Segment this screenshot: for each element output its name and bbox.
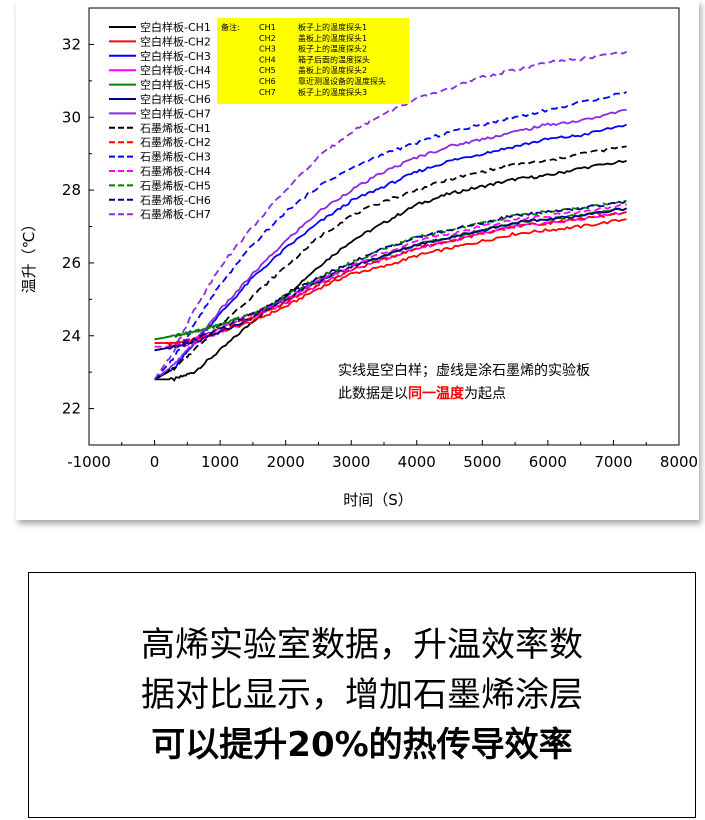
series-line-5 [154,207,627,341]
legend-entry-1: 空白样板-CH1 [140,20,211,34]
summary-line-3: 可以提升20%的热传导效率 [151,725,573,765]
legend-entry-10: 石墨烯板-CH3 [140,150,211,164]
note-desc-6: 靠近测温设备的温度探头 [298,76,386,86]
legend-entry-2: 空白样板-CH2 [140,34,211,48]
note-channel-1: CH1 [259,23,276,32]
x-tick-label: -1000 [67,453,111,471]
note-desc-1: 板子上的温度探头1 [298,22,367,32]
y-tick-label: 22 [62,400,81,418]
note-channel-2: CH2 [259,34,276,43]
series-line-7 [154,109,627,381]
summary-line-2: 据对比显示，增加石墨烯涂层 [141,675,583,715]
summary-box: 高烯实验室数据，升温效率数 据对比显示，增加石墨烯涂层 可以提升20%的热传导效… [28,572,696,818]
chart-panel: -1000 0 1000 2000 3000 4000 5000 6000 7000 8000 22… [16,0,699,520]
series-line-14 [153,50,627,380]
note-channel-4: CH4 [259,55,276,64]
note-desc-2: 盖板上的温度探头1 [298,33,367,43]
temperature-rise-chart: -1000 0 1000 2000 3000 4000 5000 6000 7000 8000 22… [20,7,698,509]
legend-entry-4: 空白样板-CH4 [140,63,211,77]
note-title: 备注: [221,22,240,32]
y-tick-label: 26 [62,254,81,272]
series-line-8 [154,145,627,381]
annotation-line-2: 此数据是以同一温度为起点 [338,385,506,402]
legend-entry-12: 石墨烯板-CH5 [140,178,211,192]
legend-entry-11: 石墨烯板-CH4 [140,164,211,178]
legend-entry-13: 石墨烯板-CH6 [140,193,211,207]
x-tick-label: 7000 [594,453,632,471]
note-box [217,18,409,104]
note-desc-4: 箱子后面的温度探头 [298,54,370,64]
y-tick-label: 28 [62,181,81,199]
note-desc-5: 盖板上的温度探头2 [298,65,367,75]
series-line-6 [154,207,628,352]
summary-line-1: 高烯实验室数据，升温效率数 [141,625,583,665]
note-channel-7: CH7 [259,88,276,97]
note-channel-5: CH5 [259,66,276,75]
legend-entry-9: 石墨烯板-CH2 [140,135,211,149]
x-tick-label: 3000 [332,453,370,471]
note-desc-3: 板子上的温度探头2 [298,44,367,54]
y-axis-label: 温升（℃） [20,217,38,294]
note-channel-6: CH6 [259,77,276,86]
annotation-highlight: 同一温度 [408,385,465,402]
x-tick-label: 0 [150,453,160,471]
note-desc-7: 板子上的温度探头3 [298,87,367,97]
legend-entry-8: 石墨烯板-CH1 [140,121,211,135]
x-tick-label: 1000 [201,453,239,471]
x-tick-label: 5000 [463,453,501,471]
annotation-prefix: 此数据是以 [338,386,408,402]
note-channel-3: CH3 [259,45,276,54]
legend-entry-6: 空白样板-CH6 [140,92,211,106]
legend-entry-3: 空白样板-CH3 [140,49,211,63]
y-tick-label: 32 [62,35,81,53]
series-line-11 [154,203,627,350]
series-line-10 [153,90,628,380]
legend-entry-7: 空白样板-CH7 [140,106,211,120]
y-tick-label: 24 [62,327,81,345]
series-line-13 [154,200,628,352]
x-axis-label: 时间（S） [343,491,413,509]
x-tick-label: 4000 [398,453,436,471]
x-tick-label: 6000 [529,453,567,471]
legend-entry-14: 石墨烯板-CH7 [140,207,211,221]
annotation-suffix: 为起点 [464,386,506,402]
x-tick-label: 8000 [660,453,698,471]
x-tick-label: 2000 [267,453,305,471]
annotation-line-1: 实线是空白样；虚线是涂石墨烯的实验板 [338,363,590,379]
series-line-4 [154,211,627,352]
y-tick-label: 30 [62,108,81,126]
legend-entry-5: 空白样板-CH5 [140,78,211,92]
series-line-1 [154,159,627,382]
